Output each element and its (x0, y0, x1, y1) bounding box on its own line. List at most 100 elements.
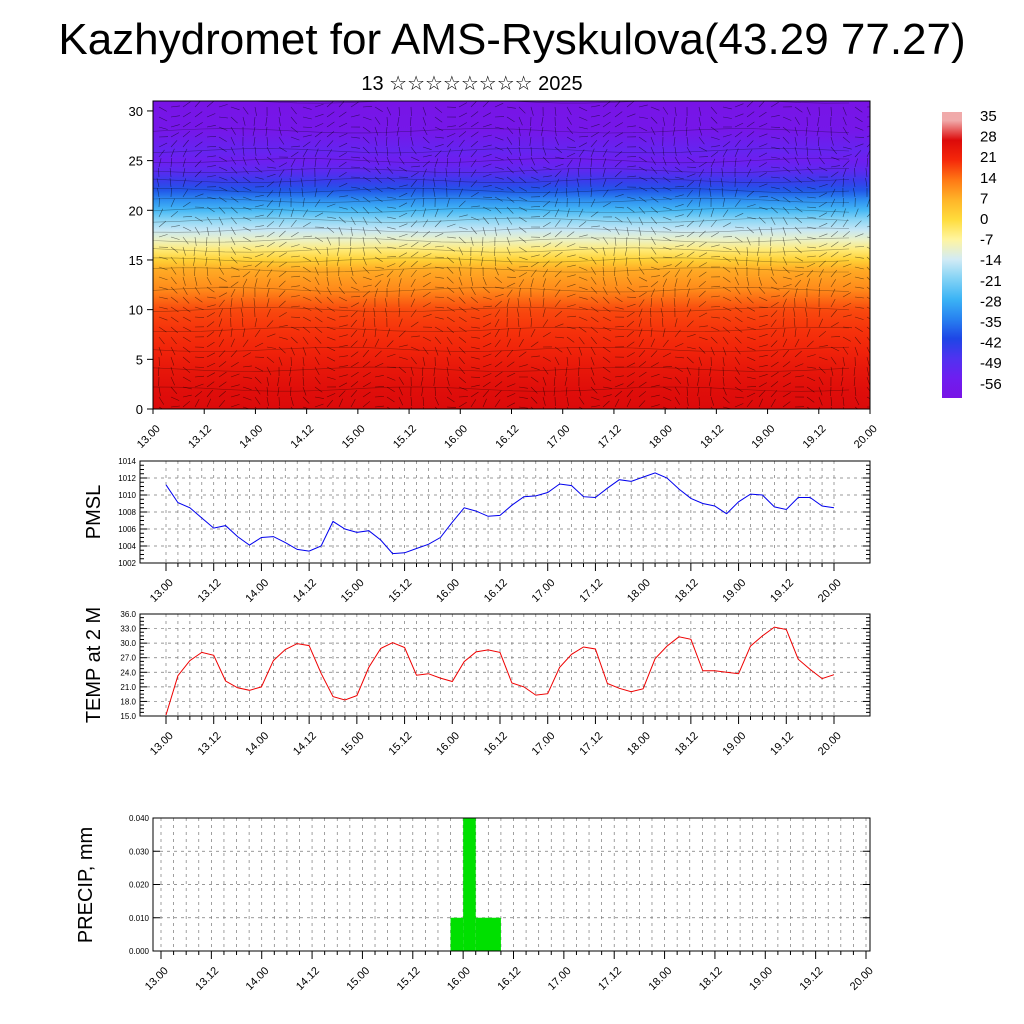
y-tick-label: 15.0 (120, 712, 136, 721)
pmsl-series-line (165, 472, 835, 555)
x-tick-label: 17.12 (596, 423, 624, 451)
contour-line (153, 346, 850, 352)
x-tick-label: 19.12 (801, 423, 829, 451)
colorbar-label: -21 (980, 273, 1002, 290)
colorbar-label: 21 (980, 149, 997, 166)
x-tick-label: 20.00 (816, 730, 844, 758)
x-tick-label: 14.12 (294, 965, 322, 993)
x-tick-label: 15.00 (340, 423, 368, 451)
heatmap-y-axis: 0 5 10 15 20 25 30 (129, 104, 153, 417)
wind-vector-field (156, 101, 870, 409)
y-tick-label: 24.0 (120, 668, 136, 677)
contour-lines (153, 101, 850, 392)
colorbar-label: 14 (980, 170, 997, 187)
y-tick-label: 25 (129, 154, 143, 169)
precip-grid (153, 817, 870, 952)
colorbar-label: 7 (980, 190, 988, 207)
x-tick-label: 13.00 (143, 965, 171, 993)
y-tick-label: 20 (129, 203, 143, 218)
colorbar-label: -56 (980, 376, 1002, 393)
x-tick-label: 18.00 (625, 730, 653, 758)
colorbar-label: 35 (980, 108, 997, 125)
x-tick-label: 20.00 (852, 423, 880, 451)
contour-line (153, 366, 850, 372)
x-tick-label: 15.12 (386, 730, 414, 758)
precip-x-axis: 13.00 13.12 14.00 14.12 15.00 15.12 16.00 16.12… (143, 951, 876, 993)
x-tick-label: 19.00 (747, 965, 775, 993)
x-tick-label: 19.00 (720, 730, 748, 758)
x-tick-label: 19.12 (768, 577, 796, 605)
y-tick-label: 30.0 (120, 639, 136, 648)
y-tick-label: 0.000 (129, 947, 150, 956)
x-tick-label: 15.00 (339, 577, 367, 605)
y-tick-label: 21.0 (120, 683, 136, 692)
temp-ticks: 15.0 18.0 21.0 24.0 27.0 30.0 33.0 36.0 (120, 610, 870, 721)
x-tick-label: 19.12 (768, 730, 796, 758)
colorbar-labels: 35 28 21 14 7 0 -7 -14 -21 -28 -35 -42 -49 -56 (980, 108, 1002, 393)
precip-panel: PRECIP, mm 0.000 0.010 0.020 0.030 0.040 13.… (75, 814, 876, 993)
x-tick-label: 14.12 (289, 423, 317, 451)
x-tick-label: 19.12 (798, 965, 826, 993)
contour-line (153, 207, 850, 213)
colorbar-label: -14 (980, 252, 1002, 269)
x-tick-label: 16.12 (482, 730, 510, 758)
contour-line (153, 247, 850, 253)
contour-line (153, 227, 850, 233)
wind-vectors (156, 101, 870, 409)
x-tick-label: 14.12 (291, 577, 319, 605)
x-tick-label: 19.00 (749, 423, 777, 451)
y-tick-label: 1010 (118, 491, 136, 500)
x-tick-label: 16.12 (482, 577, 510, 605)
temp-x-axis: 13.00 13.12 14.00 14.12 15.00 15.12 16.00 16.12… (148, 716, 844, 758)
x-tick-label: 17.00 (530, 730, 558, 758)
x-tick-label: 20.00 (848, 965, 876, 993)
contour-line (153, 128, 850, 134)
x-tick-label: 19.00 (720, 577, 748, 605)
x-tick-label: 13.12 (196, 577, 224, 605)
contour-line (153, 287, 850, 293)
y-tick-label: 15 (129, 253, 143, 268)
pmsl-x-axis: 13.00 13.12 14.00 14.12 15.00 15.12 16.00 16.12… (148, 563, 844, 605)
x-tick-label: 15.12 (391, 423, 419, 451)
x-tick-label: 18.12 (697, 965, 725, 993)
pmsl-ticks: 1002 1004 1006 1008 1010 1012 1014 (118, 457, 870, 568)
x-tick-label: 16.00 (442, 423, 470, 451)
colorbar-label: -7 (980, 232, 993, 249)
precip-bars (450, 818, 501, 951)
y-tick-label: 1004 (118, 542, 136, 551)
precip-ticks: 0.000 0.010 0.020 0.030 0.040 (129, 814, 870, 956)
x-tick-label: 17.00 (546, 965, 574, 993)
x-tick-label: 16.12 (493, 423, 521, 451)
contour-line (153, 177, 850, 184)
colorbar-label: 28 (980, 129, 997, 146)
x-tick-label: 17.00 (545, 423, 573, 451)
x-tick-label: 14.12 (291, 730, 319, 758)
contour-line (153, 237, 850, 243)
contour-line (153, 217, 850, 223)
x-tick-label: 13.12 (186, 423, 214, 451)
temp-frame (139, 613, 871, 717)
y-tick-label: 33.0 (120, 625, 136, 634)
x-tick-label: 18.12 (673, 730, 701, 758)
y-tick-label: 5 (136, 352, 143, 367)
x-tick-label: 17.12 (596, 965, 624, 993)
x-tick-label: 15.12 (386, 577, 414, 605)
y-tick-label: 10 (129, 303, 143, 318)
x-tick-label: 15.00 (344, 965, 372, 993)
x-tick-label: 14.00 (237, 423, 265, 451)
contour-line (153, 257, 850, 263)
colorbar-label: -28 (980, 293, 1002, 310)
contour-line (153, 148, 850, 154)
chart-title: Kazhydromet for AMS-Ryskulova(43.29 77.2… (58, 15, 966, 64)
contour-line (153, 326, 850, 333)
x-tick-label: 13.00 (148, 730, 176, 758)
pmsl-grid (140, 460, 870, 564)
y-tick-label: 0 (136, 402, 143, 417)
y-tick-label: 0.040 (129, 814, 150, 823)
precip-axis-label: PRECIP, mm (75, 827, 97, 943)
x-tick-label: 17.00 (530, 577, 558, 605)
x-tick-label: 16.12 (495, 965, 523, 993)
x-tick-label: 18.12 (673, 577, 701, 605)
x-tick-label: 15.00 (339, 730, 367, 758)
